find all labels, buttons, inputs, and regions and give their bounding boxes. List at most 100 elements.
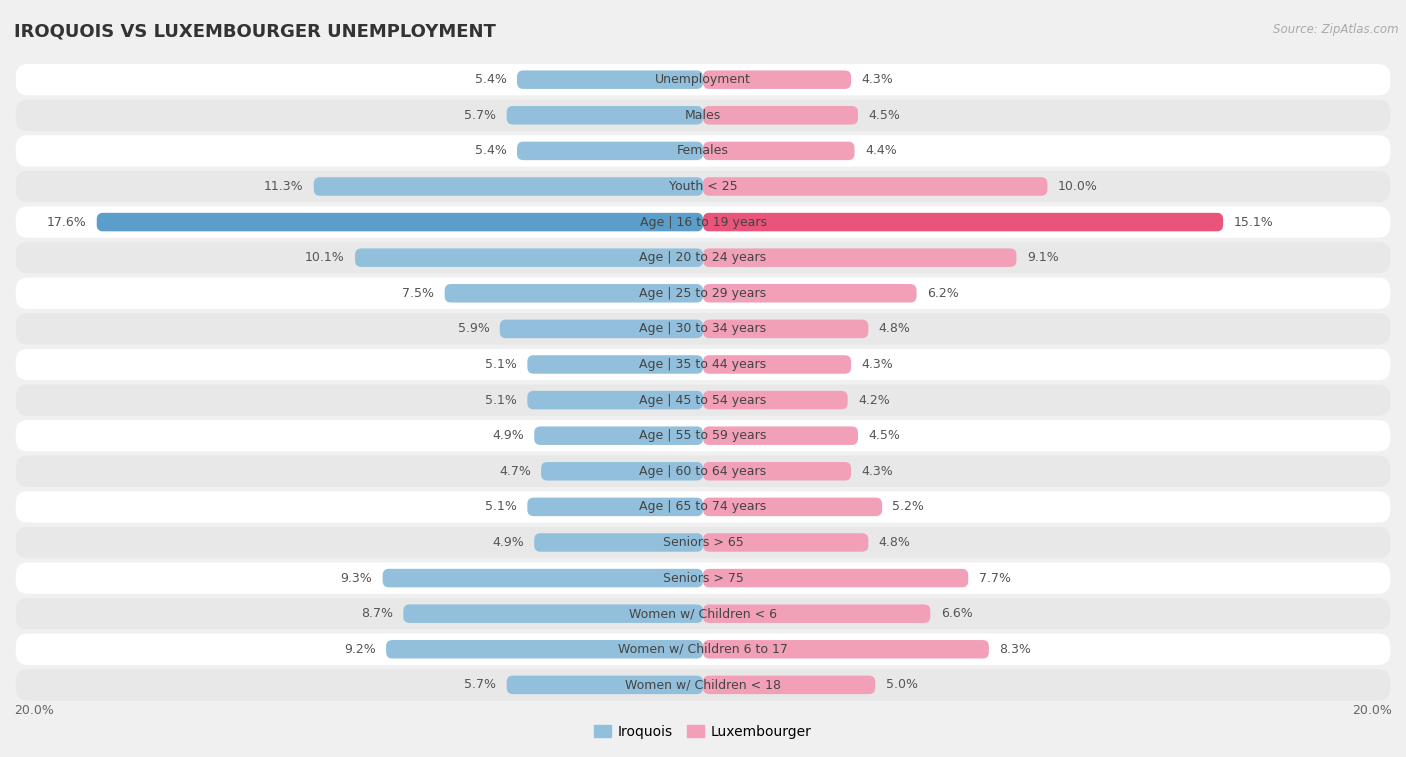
Text: 4.2%: 4.2% [858,394,890,407]
Text: 5.2%: 5.2% [893,500,924,513]
FancyBboxPatch shape [499,319,703,338]
FancyBboxPatch shape [15,207,1391,238]
Text: 4.5%: 4.5% [869,429,900,442]
FancyBboxPatch shape [15,562,1391,593]
Text: 4.9%: 4.9% [492,536,524,549]
FancyBboxPatch shape [703,640,988,659]
FancyBboxPatch shape [506,106,703,125]
FancyBboxPatch shape [97,213,703,232]
Text: 15.1%: 15.1% [1233,216,1274,229]
FancyBboxPatch shape [703,213,1223,232]
FancyBboxPatch shape [703,462,851,481]
Text: 5.4%: 5.4% [475,73,506,86]
Text: 4.3%: 4.3% [862,465,893,478]
FancyBboxPatch shape [15,420,1391,451]
FancyBboxPatch shape [703,70,851,89]
Text: 5.7%: 5.7% [464,678,496,691]
Text: 7.5%: 7.5% [402,287,434,300]
FancyBboxPatch shape [356,248,703,267]
Text: Source: ZipAtlas.com: Source: ZipAtlas.com [1274,23,1399,36]
Text: 4.7%: 4.7% [499,465,531,478]
Text: 20.0%: 20.0% [1353,704,1392,717]
Text: 4.4%: 4.4% [865,145,897,157]
Text: Women w/ Children < 6: Women w/ Children < 6 [628,607,778,620]
FancyBboxPatch shape [703,248,1017,267]
Text: 5.0%: 5.0% [886,678,918,691]
Text: 9.1%: 9.1% [1026,251,1059,264]
FancyBboxPatch shape [506,676,703,694]
FancyBboxPatch shape [444,284,703,303]
FancyBboxPatch shape [15,64,1391,95]
Text: 4.8%: 4.8% [879,322,911,335]
Text: Women w/ Children 6 to 17: Women w/ Children 6 to 17 [619,643,787,656]
FancyBboxPatch shape [703,142,855,160]
Text: 20.0%: 20.0% [14,704,53,717]
Text: Age | 25 to 29 years: Age | 25 to 29 years [640,287,766,300]
Text: Age | 45 to 54 years: Age | 45 to 54 years [640,394,766,407]
Text: Males: Males [685,109,721,122]
FancyBboxPatch shape [703,177,1047,196]
Text: Age | 20 to 24 years: Age | 20 to 24 years [640,251,766,264]
FancyBboxPatch shape [703,319,869,338]
Text: Age | 16 to 19 years: Age | 16 to 19 years [640,216,766,229]
FancyBboxPatch shape [703,355,851,374]
FancyBboxPatch shape [15,456,1391,487]
Text: Seniors > 75: Seniors > 75 [662,572,744,584]
Text: 11.3%: 11.3% [264,180,304,193]
FancyBboxPatch shape [527,391,703,410]
FancyBboxPatch shape [527,355,703,374]
Text: 17.6%: 17.6% [46,216,86,229]
FancyBboxPatch shape [15,100,1391,131]
FancyBboxPatch shape [15,598,1391,629]
Text: 6.2%: 6.2% [927,287,959,300]
Text: 9.3%: 9.3% [340,572,373,584]
Legend: Iroquois, Luxembourger: Iroquois, Luxembourger [589,719,817,744]
FancyBboxPatch shape [534,426,703,445]
Text: Age | 60 to 64 years: Age | 60 to 64 years [640,465,766,478]
FancyBboxPatch shape [15,634,1391,665]
FancyBboxPatch shape [534,533,703,552]
FancyBboxPatch shape [15,349,1391,380]
FancyBboxPatch shape [703,106,858,125]
Text: 4.5%: 4.5% [869,109,900,122]
FancyBboxPatch shape [382,569,703,587]
Text: 6.6%: 6.6% [941,607,973,620]
FancyBboxPatch shape [527,497,703,516]
Text: 9.2%: 9.2% [344,643,375,656]
Text: Age | 35 to 44 years: Age | 35 to 44 years [640,358,766,371]
Text: Youth < 25: Youth < 25 [669,180,737,193]
Text: 5.7%: 5.7% [464,109,496,122]
FancyBboxPatch shape [15,527,1391,558]
FancyBboxPatch shape [15,669,1391,700]
Text: 7.7%: 7.7% [979,572,1011,584]
Text: IROQUOIS VS LUXEMBOURGER UNEMPLOYMENT: IROQUOIS VS LUXEMBOURGER UNEMPLOYMENT [14,23,496,41]
Text: 4.8%: 4.8% [879,536,911,549]
FancyBboxPatch shape [15,278,1391,309]
Text: 8.3%: 8.3% [1000,643,1031,656]
FancyBboxPatch shape [703,284,917,303]
Text: 4.3%: 4.3% [862,73,893,86]
FancyBboxPatch shape [517,142,703,160]
FancyBboxPatch shape [15,136,1391,167]
FancyBboxPatch shape [703,676,875,694]
FancyBboxPatch shape [703,569,969,587]
FancyBboxPatch shape [314,177,703,196]
Text: 4.9%: 4.9% [492,429,524,442]
FancyBboxPatch shape [15,242,1391,273]
Text: Women w/ Children < 18: Women w/ Children < 18 [626,678,780,691]
FancyBboxPatch shape [703,533,869,552]
Text: 5.1%: 5.1% [485,500,517,513]
Text: 4.3%: 4.3% [862,358,893,371]
FancyBboxPatch shape [703,426,858,445]
Text: 5.1%: 5.1% [485,358,517,371]
FancyBboxPatch shape [703,604,931,623]
Text: Age | 55 to 59 years: Age | 55 to 59 years [640,429,766,442]
Text: 10.0%: 10.0% [1057,180,1098,193]
Text: 5.1%: 5.1% [485,394,517,407]
Text: Females: Females [678,145,728,157]
Text: 10.1%: 10.1% [305,251,344,264]
FancyBboxPatch shape [404,604,703,623]
Text: Age | 65 to 74 years: Age | 65 to 74 years [640,500,766,513]
FancyBboxPatch shape [15,171,1391,202]
Text: Seniors > 65: Seniors > 65 [662,536,744,549]
